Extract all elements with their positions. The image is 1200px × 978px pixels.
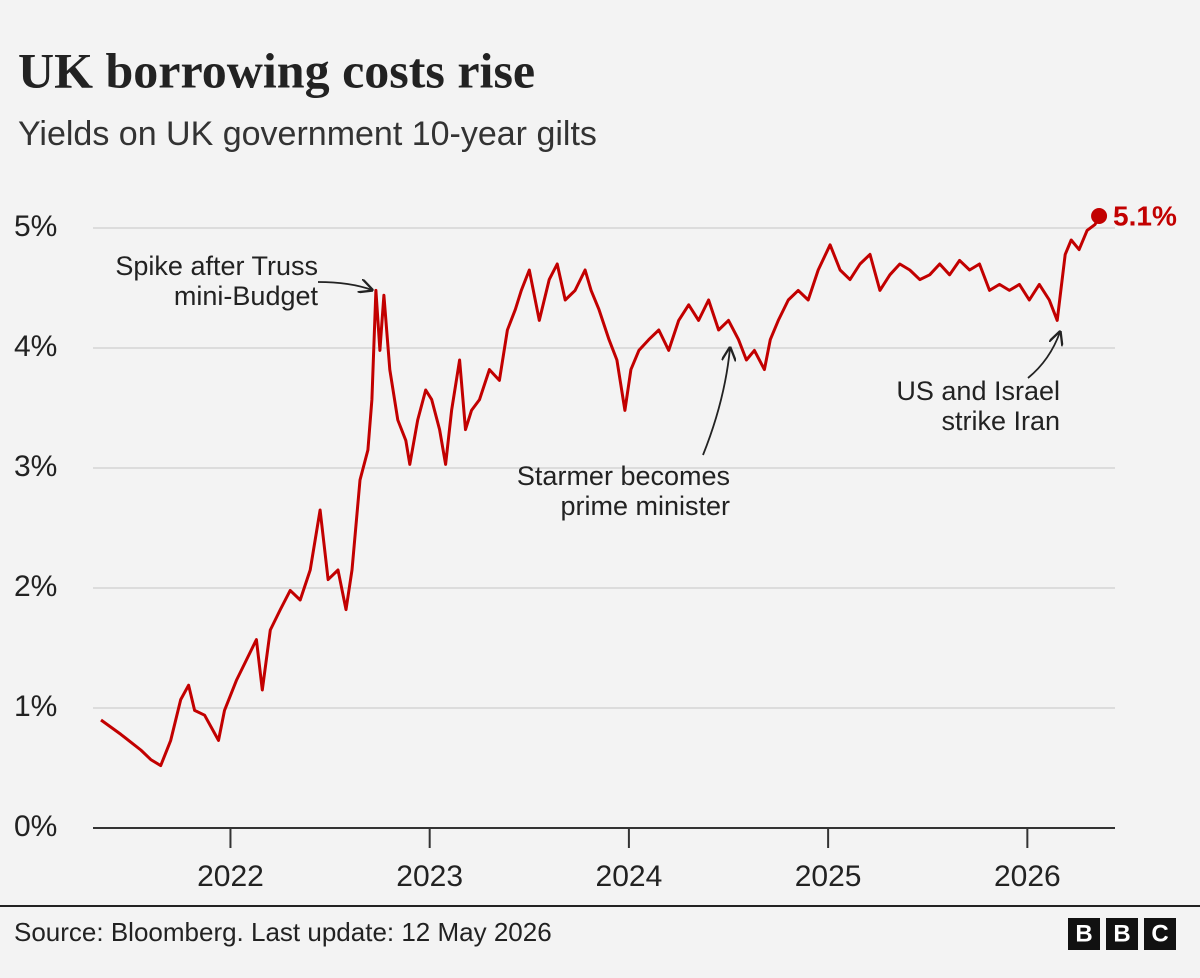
x-tick-label: 2022 xyxy=(197,860,264,893)
logo-box xyxy=(1068,918,1100,950)
annotation: Starmer becomes xyxy=(517,461,730,491)
x-tick-label: 2026 xyxy=(994,860,1061,893)
source: Source: Bloomberg. Last update: 12 May 2… xyxy=(14,917,552,947)
logo-box xyxy=(1106,918,1138,950)
logo-letter: C xyxy=(1151,920,1168,947)
y-tick-label: 5% xyxy=(14,210,57,243)
annotation: prime minister xyxy=(560,491,730,521)
logo-letter: B xyxy=(1075,920,1092,947)
y-tick-label: 0% xyxy=(14,810,57,843)
y-tick-label: 3% xyxy=(14,450,57,483)
logo-letter: B xyxy=(1113,920,1130,947)
y-tick-label: 1% xyxy=(14,690,57,723)
x-tick-label: 2025 xyxy=(795,860,862,893)
annotation: US and Israel xyxy=(896,376,1060,406)
annotation: mini-Budget xyxy=(174,281,319,311)
y-tick-label: 2% xyxy=(14,570,57,603)
x-tick-label: 2023 xyxy=(396,860,463,893)
line xyxy=(100,215,1101,768)
annotation: Spike after Truss xyxy=(115,251,318,281)
y-tick-label: 4% xyxy=(14,330,57,363)
x-tick-label: 2024 xyxy=(596,860,663,893)
annotation-arrow xyxy=(702,348,730,456)
annotation: strike Iran xyxy=(941,406,1060,436)
end-label: 5.1% xyxy=(1113,200,1177,231)
logo-box xyxy=(1144,918,1176,950)
end-dot xyxy=(1091,208,1108,224)
chart-subtitle: Yields on UK government 10-year gilts xyxy=(18,115,597,153)
chart-title: UK borrowing costs rise xyxy=(18,42,535,98)
annotation-arrow xyxy=(317,282,372,290)
annotation-arrow xyxy=(1027,332,1060,379)
